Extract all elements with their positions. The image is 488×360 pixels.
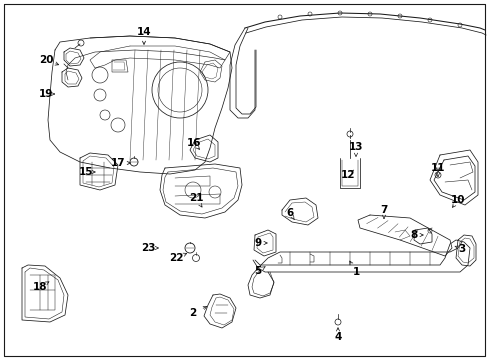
Text: 18: 18: [33, 282, 47, 292]
Text: 10: 10: [450, 195, 464, 205]
Text: 1: 1: [352, 267, 359, 277]
Text: 15: 15: [79, 167, 93, 177]
Text: 23: 23: [141, 243, 155, 253]
Text: 7: 7: [380, 205, 387, 215]
Text: 8: 8: [409, 230, 417, 240]
Text: 21: 21: [188, 193, 203, 203]
Text: 22: 22: [168, 253, 183, 263]
Text: 2: 2: [189, 308, 196, 318]
Text: 4: 4: [334, 332, 341, 342]
Text: 6: 6: [286, 208, 293, 218]
Text: 9: 9: [254, 238, 261, 248]
Text: 20: 20: [39, 55, 53, 65]
Text: 5: 5: [254, 266, 261, 276]
Text: 14: 14: [137, 27, 151, 37]
Text: 12: 12: [340, 170, 354, 180]
Text: 11: 11: [430, 163, 445, 173]
Text: 16: 16: [186, 138, 201, 148]
Text: 17: 17: [110, 158, 125, 168]
Text: 3: 3: [457, 244, 465, 254]
Text: 19: 19: [39, 89, 53, 99]
Text: 13: 13: [348, 142, 363, 152]
